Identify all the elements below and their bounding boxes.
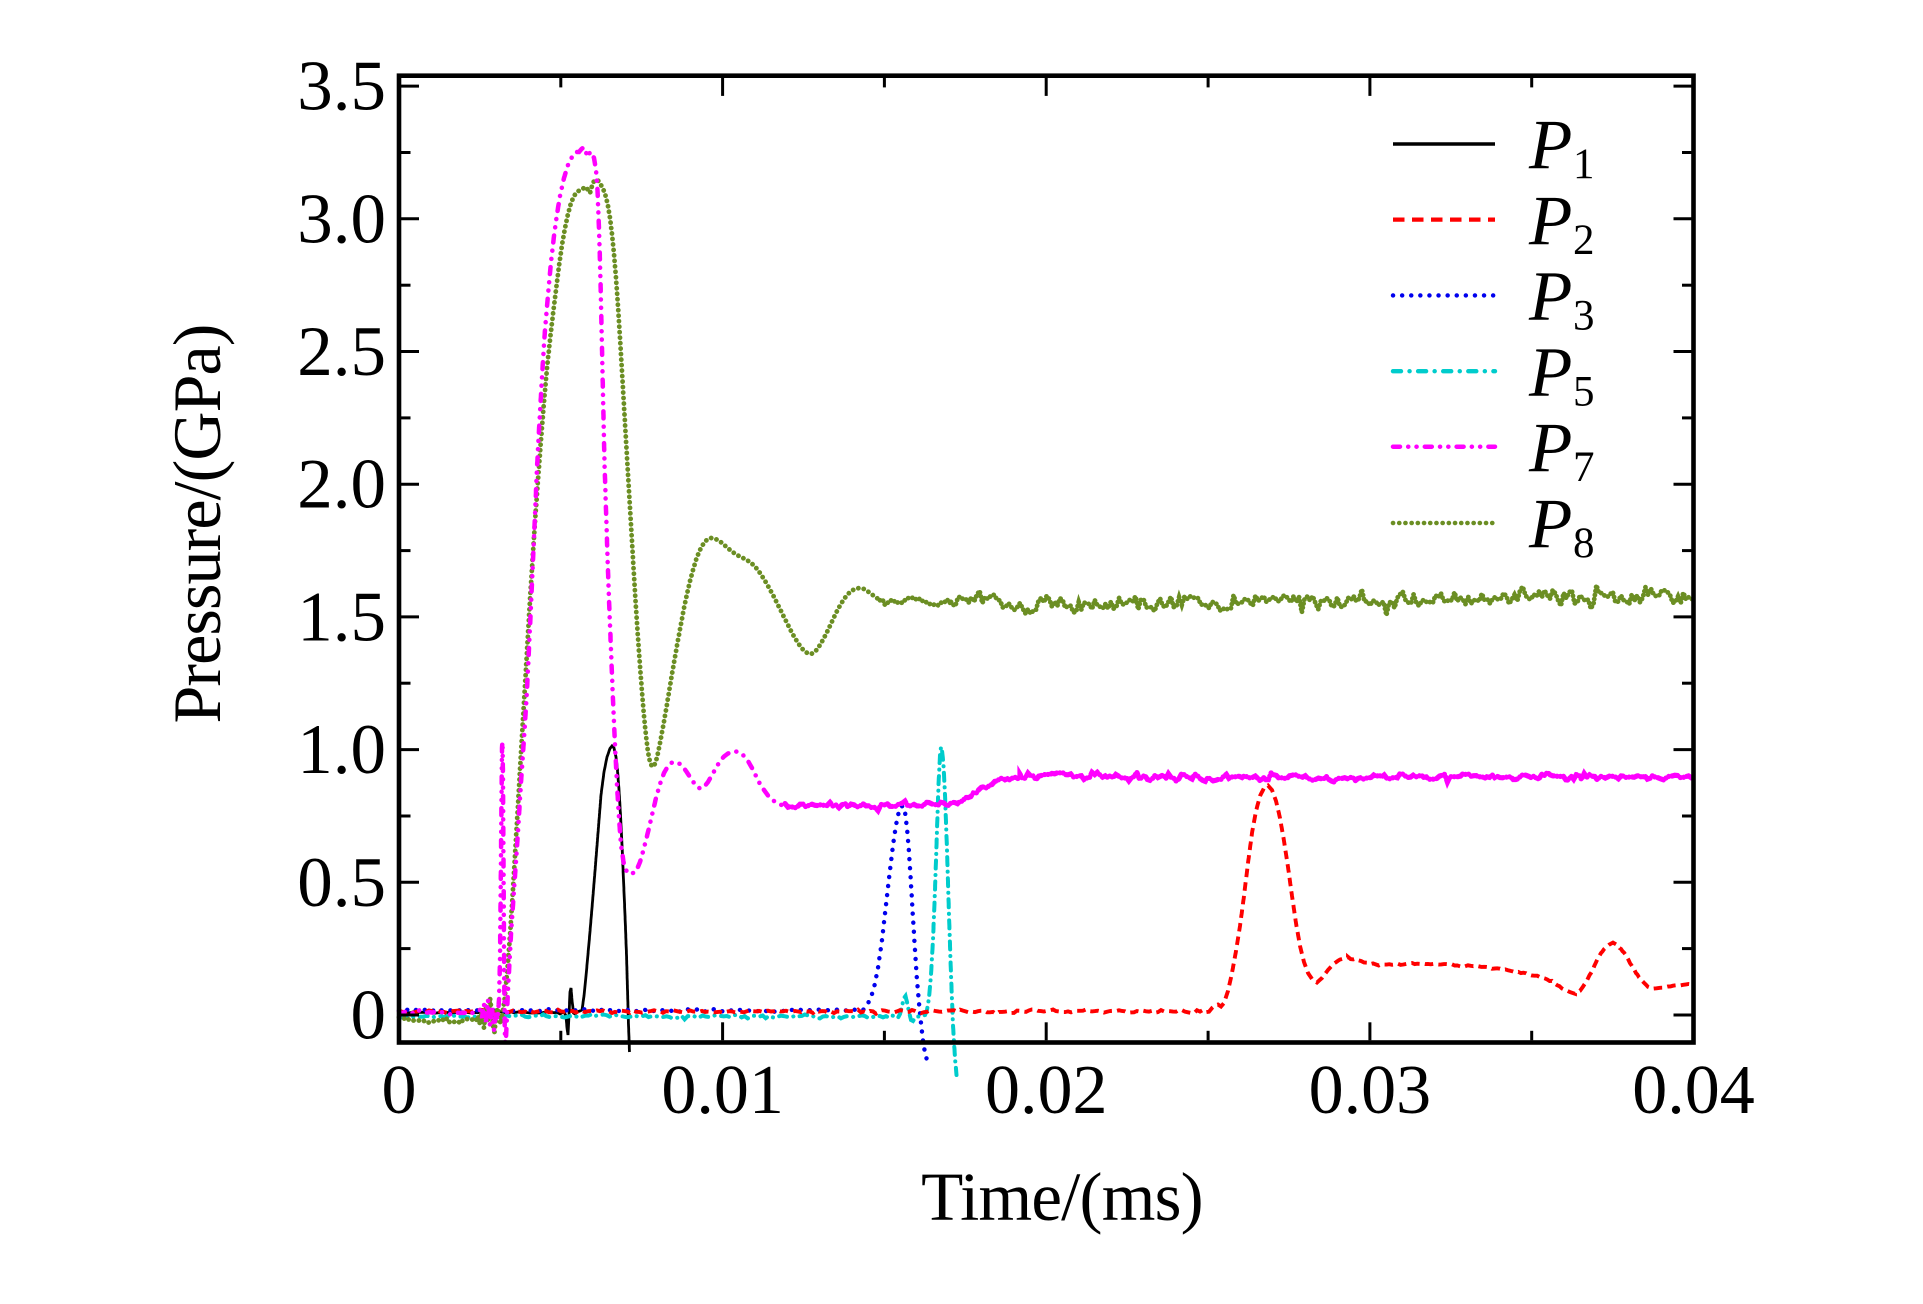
svg-text:8: 8 <box>1573 520 1595 567</box>
svg-text:Time/(ms): Time/(ms) <box>921 1159 1203 1235</box>
svg-text:2.0: 2.0 <box>297 446 386 524</box>
svg-text:P: P <box>1528 182 1572 260</box>
svg-text:0.04: 0.04 <box>1632 1052 1755 1129</box>
svg-text:0.5: 0.5 <box>297 844 386 922</box>
svg-text:0.03: 0.03 <box>1309 1052 1432 1129</box>
svg-text:1.5: 1.5 <box>297 578 386 656</box>
svg-text:0: 0 <box>351 977 387 1055</box>
svg-text:3.0: 3.0 <box>297 180 386 258</box>
svg-text:P: P <box>1528 107 1572 185</box>
svg-text:2.5: 2.5 <box>297 313 386 391</box>
svg-text:0.01: 0.01 <box>661 1052 784 1129</box>
svg-text:P: P <box>1528 486 1572 564</box>
svg-text:1: 1 <box>1573 141 1595 188</box>
svg-text:P: P <box>1528 334 1572 412</box>
svg-text:7: 7 <box>1573 444 1595 491</box>
svg-text:Pressure/(GPa): Pressure/(GPa) <box>159 324 235 723</box>
svg-text:0.02: 0.02 <box>985 1052 1108 1129</box>
svg-text:2: 2 <box>1573 217 1595 264</box>
svg-text:P: P <box>1528 409 1572 487</box>
svg-text:1.0: 1.0 <box>297 711 386 789</box>
svg-text:P: P <box>1528 258 1572 336</box>
svg-text:3.5: 3.5 <box>297 48 386 126</box>
svg-text:0: 0 <box>382 1052 417 1129</box>
svg-text:5: 5 <box>1573 368 1595 415</box>
svg-text:3: 3 <box>1573 293 1595 340</box>
